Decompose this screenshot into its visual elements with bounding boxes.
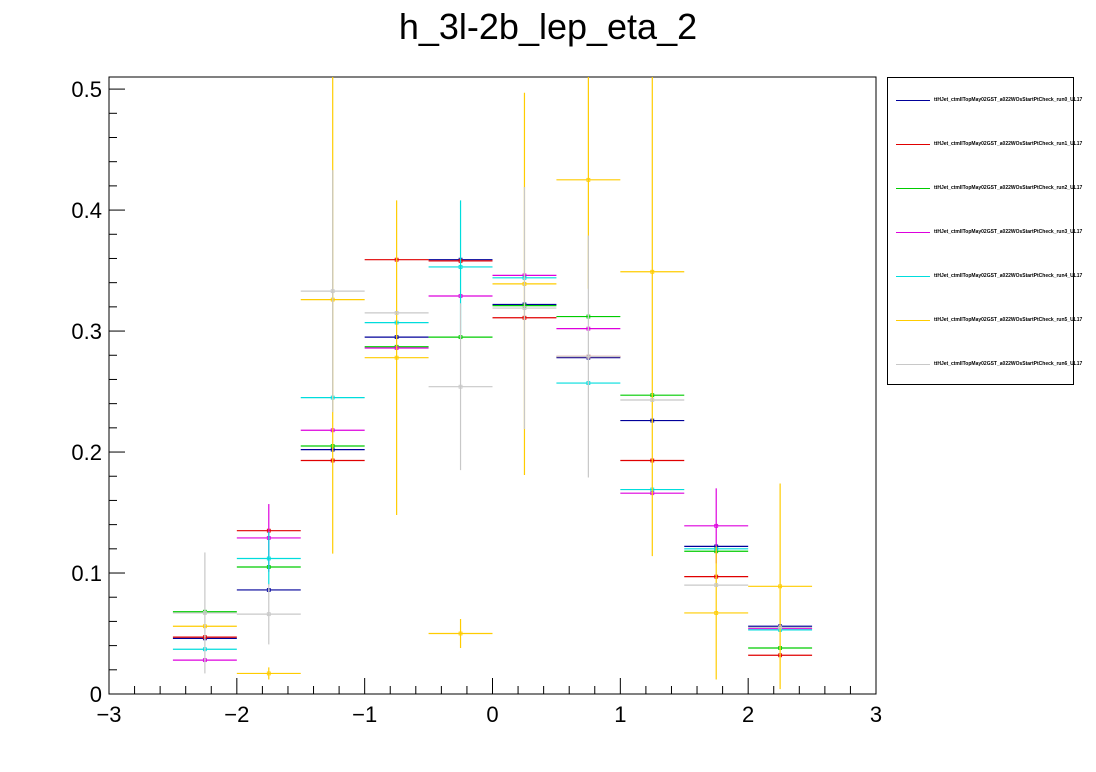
series-6 [172,170,813,674]
chart-title: h_3l-2b_lep_eta_2 [398,6,698,47]
legend-entry: ttHJet_ctmIITopMay02GST_a022WOsStartPtCh… [888,91,1082,111]
legend-entry: ttHJet_ctmIITopMay02GST_a022WOsStartPtCh… [888,135,1082,155]
data-point [330,289,335,294]
x-tick-label: 3 [870,702,882,727]
legend-label: ttHJet_ctmIITopMay02GST_a022WOsStartPtCh… [934,185,1083,191]
axis-ticks [108,88,877,695]
data-point [266,612,271,617]
y-tick-label: 0.4 [71,198,102,223]
y-tick-label: 0 [90,682,102,707]
y-tick-label: 0.1 [71,561,102,586]
legend-label: ttHJet_ctmIITopMay02GST_a022WOsStartPtCh… [934,97,1083,103]
data-point [394,311,399,315]
data-point [650,269,655,274]
data-point [586,354,591,359]
data-point [458,265,463,269]
y-tick-label: 0.2 [71,440,102,465]
x-tick-label: −1 [352,702,377,727]
data-point [202,611,207,615]
data-point [586,177,591,182]
legend-entry: ttHJet_ctmIITopMay02GST_a022WOsStartPtCh… [888,179,1082,199]
legend-swatch [896,188,930,189]
legend-label: ttHJet_ctmIITopMay02GST_a022WOsStartPtCh… [934,141,1083,147]
x-tick-label: 2 [742,702,754,727]
data-point [394,355,399,360]
legend-swatch [896,144,930,145]
legend-label: ttHJet_ctmIITopMay02GST_a022WOsStartPtCh… [934,229,1083,235]
legend-label: ttHJet_ctmIITopMay02GST_a022WOsStartPtCh… [934,273,1083,279]
legend-label: ttHJet_ctmIITopMay02GST_a022WOsStartPtCh… [934,317,1083,323]
data-point [714,611,719,615]
legend-swatch [896,276,930,277]
x-tick-label: 0 [486,702,498,727]
data-point [266,556,271,561]
legend-entry: ttHJet_ctmIITopMay02GST_a022WOsStartPtCh… [888,223,1082,243]
data-point [778,625,783,630]
y-tick-label: 0.5 [71,77,102,102]
legend-swatch [896,364,930,365]
data-point [522,306,527,310]
legend-swatch [896,232,930,233]
x-tick-label: 1 [614,702,626,727]
data-series [172,77,813,690]
axis-tick-labels: −3 −2 −1 0 1 2 3 0 0.1 0.2 0.3 0.4 0.5 [71,77,882,727]
y-tick-label: 0.3 [71,319,102,344]
x-tick-label: −3 [96,702,121,727]
data-point [714,583,719,588]
data-point [714,523,719,528]
data-point [458,384,463,389]
legend: ttHJet_ctmIITopMay02GST_a022WOsStartPtCh… [887,77,1082,385]
data-point [266,671,271,676]
legend-entry: ttHJet_ctmIITopMay02GST_a022WOsStartPtCh… [888,311,1082,331]
data-point [650,398,655,402]
legend-swatch [896,100,930,101]
legend-entry: ttHJet_ctmIITopMay02GST_a022WOsStartPtCh… [888,267,1082,287]
x-tick-label: −2 [224,702,249,727]
plot-frame [108,76,877,695]
data-point [778,584,783,589]
data-point [458,631,463,636]
legend-label: ttHJet_ctmIITopMay02GST_a022WOsStartPtCh… [934,361,1083,367]
legend-swatch [896,320,930,321]
legend-entry: ttHJet_ctmIITopMay02GST_a022WOsStartPtCh… [888,355,1082,375]
